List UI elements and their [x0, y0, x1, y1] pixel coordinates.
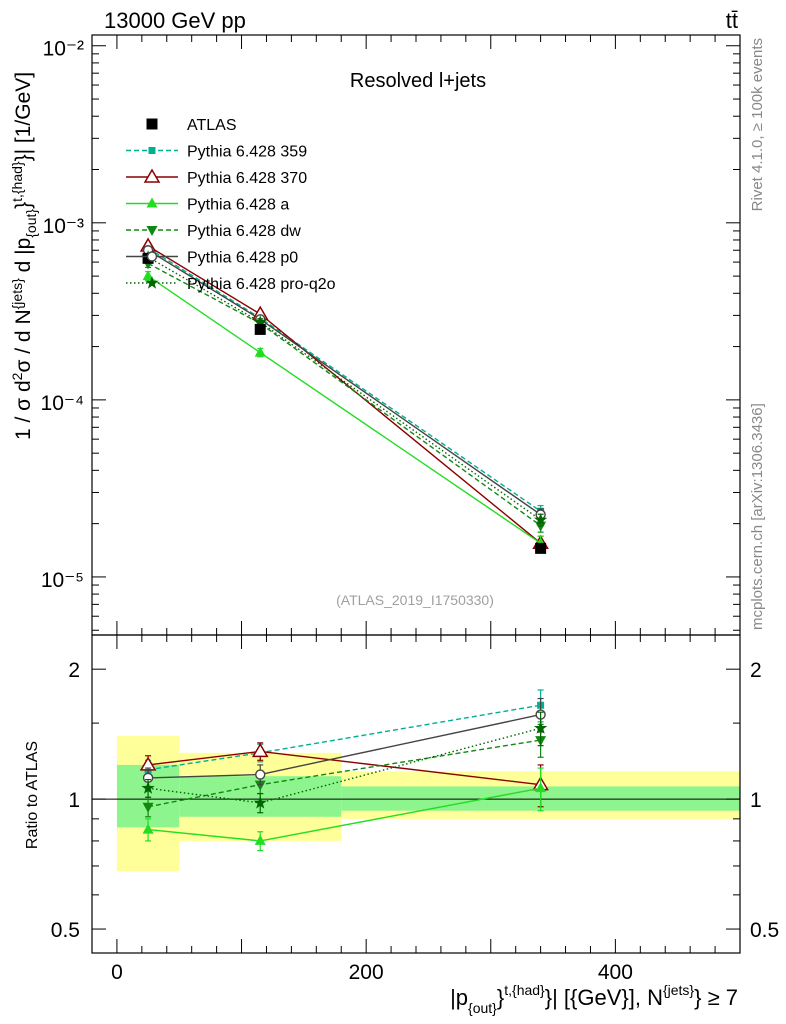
- legend-label: Pythia 6.428 dw: [187, 223, 301, 240]
- ratio-axis-ticks: 0.5 0.5 1 1 2 2 0 200 400: [51, 635, 779, 984]
- data-point: [254, 834, 266, 845]
- main-y-tick-label: 10⁻⁴: [41, 392, 84, 415]
- ratio-y-tick-label-left: 1: [68, 789, 80, 812]
- data-point: [534, 721, 548, 734]
- ratio-uncertainty-bands: [116, 736, 740, 872]
- data-point: [254, 346, 266, 357]
- legend-label: Pythia 6.428 370: [187, 170, 307, 187]
- legend-marker: [148, 147, 156, 154]
- legend-item-pythia-6-428-370: Pythia 6.428 370: [126, 168, 307, 187]
- legend-label: Pythia 6.428 a: [187, 197, 289, 214]
- x-tick-label: 200: [349, 961, 384, 984]
- ratio-y-tick-label-right: 0.5: [750, 919, 779, 942]
- x-tick-label: 0: [111, 961, 123, 984]
- header-process-label: tt̄: [726, 8, 738, 33]
- legend-item-pythia-6-428-359: Pythia 6.428 359: [126, 144, 307, 161]
- data-point: [254, 780, 266, 791]
- series-line: [147, 262, 542, 527]
- legend-marker: [146, 197, 158, 208]
- data-point: [253, 795, 267, 809]
- main-panel-title: Resolved l+jets: [350, 70, 486, 92]
- ratio-series-group: [139, 689, 549, 852]
- main-y-axis-label: 1 / σ d2σ / d N{jets} d |p{out}}t,{had}}…: [9, 72, 39, 440]
- main-y-tick-label: 10⁻²: [43, 38, 84, 61]
- ratio-y-tick-label-right: 2: [750, 659, 762, 682]
- data-point: [141, 781, 155, 794]
- series-line: [147, 275, 541, 544]
- legend-marker: [146, 251, 158, 262]
- series-pythia-6-428-a: [142, 270, 547, 552]
- legend-label: ATLAS: [187, 117, 237, 134]
- ratio-y-tick-label-left: 0.5: [51, 919, 80, 942]
- main-y-tick-label: 10⁻⁵: [41, 569, 84, 592]
- main-axis-ticks: 10⁻⁵ 10⁻⁴ 10⁻³ 10⁻²: [41, 35, 741, 635]
- analysis-watermark: (ATLAS_2019_I1750330): [336, 592, 494, 608]
- rivet-version-label: Rivet 4.1.0, ≥ 100k events: [749, 38, 766, 211]
- legend-label: Pythia 6.428 359: [187, 144, 307, 161]
- data-point: [255, 769, 266, 780]
- legend-item-pythia-6-428-p0: Pythia 6.428 p0: [126, 250, 298, 267]
- legend-item-pythia-6-428-dw: Pythia 6.428 dw: [126, 223, 301, 240]
- legend-item-atlas: ATLAS: [146, 117, 237, 134]
- mcplots-label: mcplots.cern.ch [arXiv:1306.3436]: [749, 403, 766, 630]
- ratio-y-tick-label-right: 1: [750, 789, 762, 812]
- legend: ATLAS Pythia 6.428 359 Pythia 6.428 370 Pyt…: [126, 117, 336, 293]
- legend-marker: [146, 226, 158, 236]
- data-point: [253, 315, 267, 328]
- data-point: [142, 823, 154, 834]
- series-pythia-6-428-a: [142, 767, 547, 852]
- ratio-y-axis-label: Ratio to ATLAS: [24, 741, 41, 849]
- legend-item-pythia-6-428-pro-q2o: Pythia 6.428 pro-q2o: [126, 276, 336, 293]
- main-series-group: [139, 237, 549, 554]
- legend-marker: [145, 276, 159, 289]
- main-y-tick-label: 10⁻³: [43, 215, 84, 238]
- legend-marker: [143, 168, 161, 183]
- data-point: [254, 323, 266, 335]
- legend-label: Pythia 6.428 p0: [187, 250, 298, 267]
- series-pythia-6-428-pro-q2o: [141, 711, 548, 814]
- x-axis-label: |p{out}}t,{had}}| [{GeV}], N{jets}} ≥ 7: [450, 982, 738, 1016]
- header-energy-label: 13000 GeV pp: [104, 8, 246, 33]
- series-line: [147, 256, 542, 521]
- data-point: [535, 782, 547, 793]
- legend-item-pythia-6-428-a: Pythia 6.428 a: [126, 197, 289, 214]
- data-point: [534, 512, 548, 526]
- data-point: [142, 802, 154, 813]
- ratio-y-tick-label-left: 2: [68, 659, 80, 682]
- data-point: [142, 270, 154, 281]
- data-point: [251, 742, 269, 758]
- data-point: [535, 542, 547, 554]
- legend-marker: [146, 118, 158, 130]
- x-tick-label: 400: [598, 961, 633, 984]
- series-atlas: [142, 252, 547, 554]
- series-pythia-6-428-dw: [142, 258, 547, 533]
- legend-label: Pythia 6.428 pro-q2o: [187, 276, 336, 293]
